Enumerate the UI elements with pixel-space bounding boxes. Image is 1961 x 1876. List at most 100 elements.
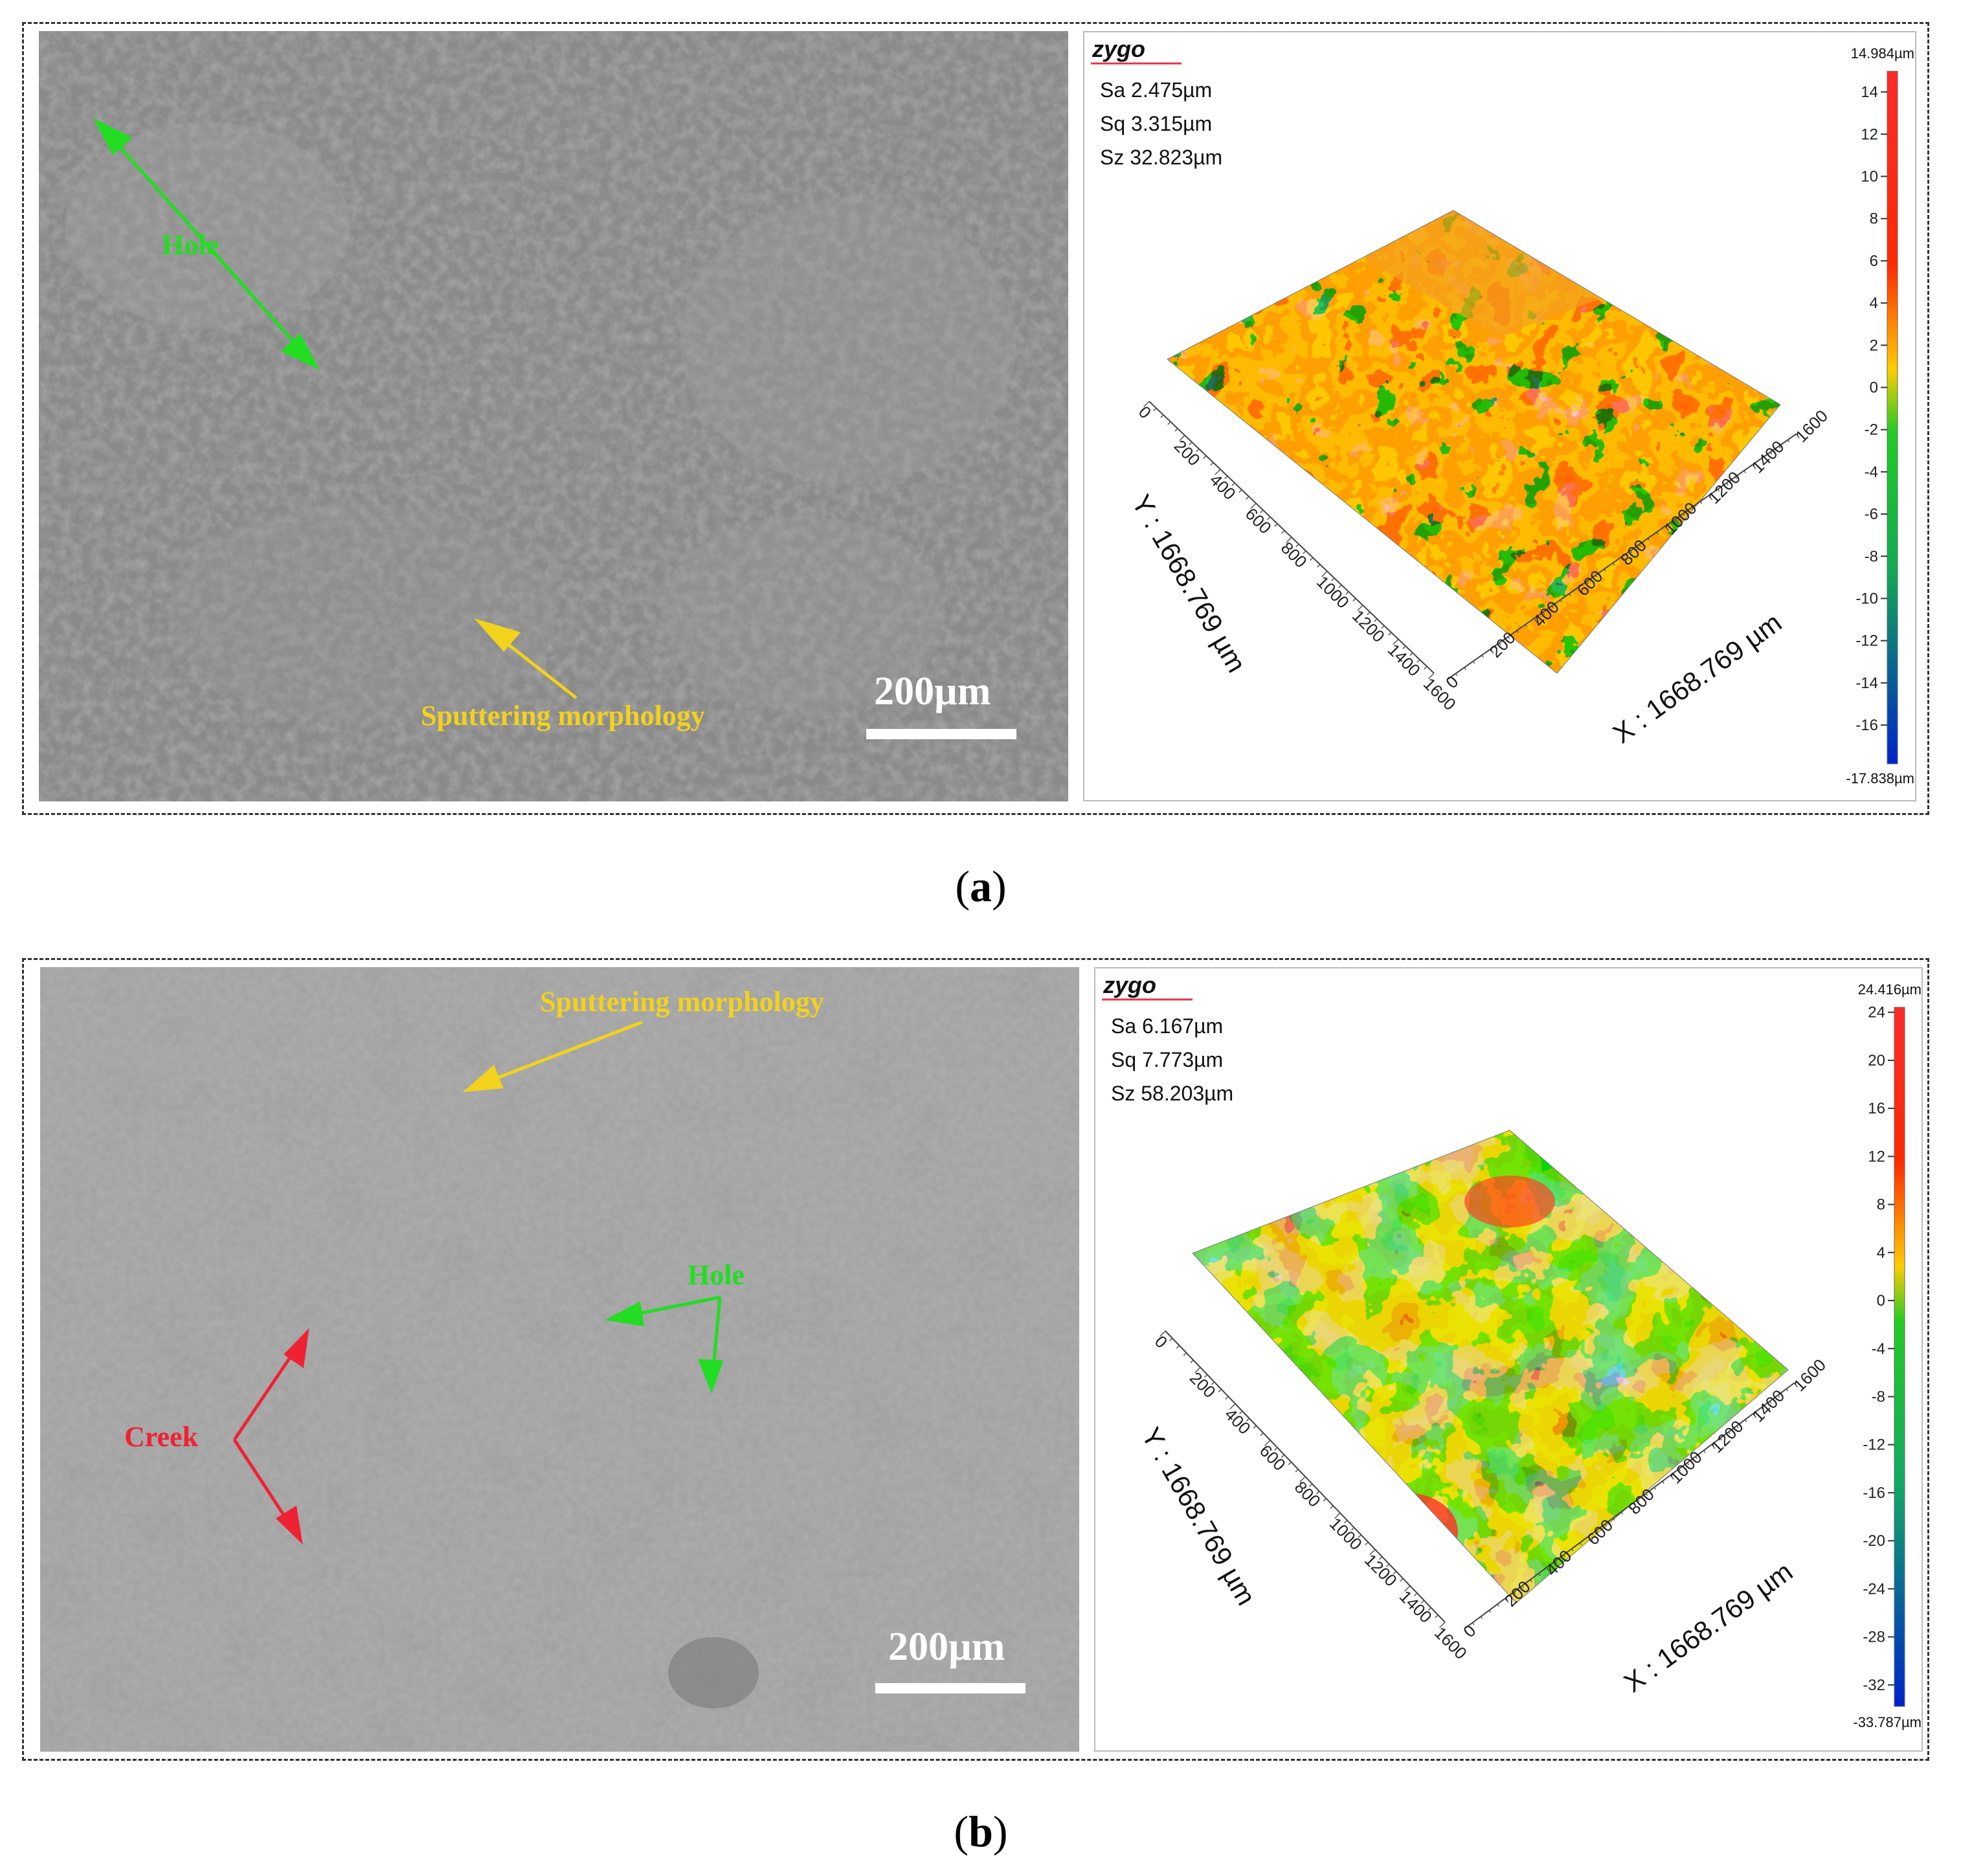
axis-tick-label: 0: [1459, 1621, 1479, 1641]
axis-tick-mark: [1507, 636, 1510, 640]
axis-tick-mark: [1464, 667, 1466, 670]
hole-label-a: Hole: [162, 229, 219, 261]
axis-tick-mark: [1787, 440, 1790, 443]
axis-tick-mark: [1778, 445, 1781, 449]
axis-tick-mark: [1769, 452, 1773, 455]
axis-tick-mark: [1404, 1585, 1411, 1592]
axis-tick-mark: [1194, 1367, 1201, 1374]
axis-tick-label: 1200: [1361, 1550, 1401, 1591]
axis-tick-mark: [1794, 1382, 1798, 1388]
axis-tick-mark: [1299, 1476, 1306, 1482]
axis-tick-mark: [1428, 673, 1435, 679]
axis-tick-mark: [1620, 1512, 1623, 1515]
colorbar-tick-label: 20: [1868, 1052, 1885, 1069]
axis-tick-mark: [1334, 1512, 1341, 1519]
axis-tick-mark: [1439, 1622, 1446, 1628]
colorbar-tick-label: -4: [1865, 463, 1878, 481]
axis-tick-mark: [1664, 526, 1669, 531]
axis-tick-label: 200: [1171, 436, 1204, 470]
axis-tick-mark: [1331, 577, 1335, 581]
zygo-logo-b: zygo: [1103, 972, 1156, 998]
axis-tick-mark: [1571, 1548, 1574, 1552]
axis-tick-mark: [1717, 489, 1720, 492]
creek-label-b: Creek: [124, 1421, 199, 1453]
axis-tick-mark: [1414, 1592, 1418, 1596]
colorbar-tick-label: 12: [1861, 126, 1878, 143]
axis-tick-mark: [1455, 673, 1458, 676]
axis-tick-mark: [1542, 612, 1545, 615]
axis-tick-label: 600: [1242, 504, 1275, 538]
axis-tick-label: 1400: [1748, 437, 1788, 477]
axis-tick-mark: [1682, 513, 1685, 517]
axis-tick-mark: [1167, 421, 1171, 425]
axis-tick-mark: [1428, 1607, 1431, 1611]
axis-tick-mark: [1174, 428, 1178, 432]
axis-tick-label: 800: [1291, 1477, 1325, 1511]
stat-sq-b: Sq 7.773µm: [1111, 1048, 1223, 1071]
axis-tick-mark: [1189, 441, 1193, 445]
axis-tick-mark: [1674, 519, 1676, 522]
colorbar-tick-label: -16: [1855, 717, 1878, 734]
colorbar-tick-label: 4: [1877, 1244, 1885, 1262]
axis-tick-mark: [1480, 1616, 1483, 1619]
axis-tick-mark: [1274, 523, 1278, 527]
colorbar-tick-label: -28: [1863, 1629, 1885, 1646]
axis-tick-mark: [1203, 455, 1207, 459]
colorbar-a: [1887, 71, 1898, 765]
axis-tick-mark: [1417, 659, 1420, 663]
axis-tick-mark: [1516, 630, 1519, 633]
scale-bar-b: [875, 1683, 1025, 1693]
axis-tick-mark: [1393, 1570, 1396, 1574]
axis-tick-mark: [1316, 1490, 1320, 1495]
panel-b: [22, 958, 1929, 1761]
colorbar-tick-label: -12: [1855, 632, 1878, 650]
colorbar-tick-label: -12: [1863, 1436, 1885, 1454]
axis-tick-mark: [1678, 1468, 1681, 1471]
axis-tick-mark: [1274, 1447, 1278, 1451]
caption-a: (a): [955, 862, 1007, 911]
axis-tick-mark: [1344, 1519, 1348, 1524]
axis-tick-mark: [1464, 1628, 1468, 1634]
axis-tick-mark: [1554, 1561, 1557, 1564]
colorbar-tick-label: -14: [1855, 675, 1878, 692]
axis-tick-mark: [1761, 458, 1764, 461]
axis-tick-mark: [1388, 632, 1392, 636]
axis-tick-mark: [1472, 661, 1475, 664]
surface-3d-b: [1193, 1130, 1788, 1603]
axis-tick-label: 1400: [1396, 1587, 1436, 1627]
axis-tick-mark: [1330, 1505, 1334, 1509]
colorbar-max-b: 24.416µm: [1858, 981, 1922, 998]
axis-tick-mark: [1183, 1352, 1187, 1356]
scale-bar-label-a: 200µm: [874, 669, 991, 713]
axis-tick-mark: [1761, 1407, 1764, 1410]
stat-sz-b: Sz 58.203µm: [1111, 1082, 1233, 1105]
axis-tick-mark: [1490, 649, 1494, 654]
axis-tick-mark: [1374, 618, 1378, 622]
axis-tick-mark: [1513, 1591, 1516, 1594]
axis-tick-mark: [1726, 482, 1729, 486]
axis-tick-mark: [1211, 1381, 1215, 1385]
caption-b: (b): [954, 1807, 1008, 1856]
axis-tick-mark: [1435, 1614, 1439, 1618]
sputtering-label-a: Sputtering morphology: [421, 700, 705, 731]
axis-tick-mark: [1246, 496, 1249, 500]
axis-tick-mark: [1303, 550, 1306, 554]
axis-tick-label: 1600: [1791, 406, 1832, 446]
axis-tick-mark: [1560, 599, 1563, 603]
axis-tick-mark: [1472, 1622, 1475, 1625]
axis-tick-mark: [1645, 1493, 1648, 1496]
hole-arrows-b: [605, 1295, 724, 1394]
creek-arrows-b: [232, 1328, 309, 1545]
axis-tick-mark: [1686, 1462, 1689, 1466]
axis-tick-label: 1600: [1789, 1355, 1830, 1395]
axis-tick-mark: [1703, 1450, 1706, 1453]
colorbar-b: [1894, 1007, 1905, 1707]
axis-tick-mark: [1499, 642, 1501, 645]
axis-tick-mark: [1409, 652, 1413, 656]
axis-tick-mark: [1563, 1554, 1565, 1558]
axis-tick-mark: [1525, 624, 1528, 627]
zygo-logo-a: zygo: [1092, 36, 1145, 62]
axis-tick-mark: [1295, 543, 1299, 548]
colorbar-tick-label: -32: [1863, 1677, 1885, 1694]
